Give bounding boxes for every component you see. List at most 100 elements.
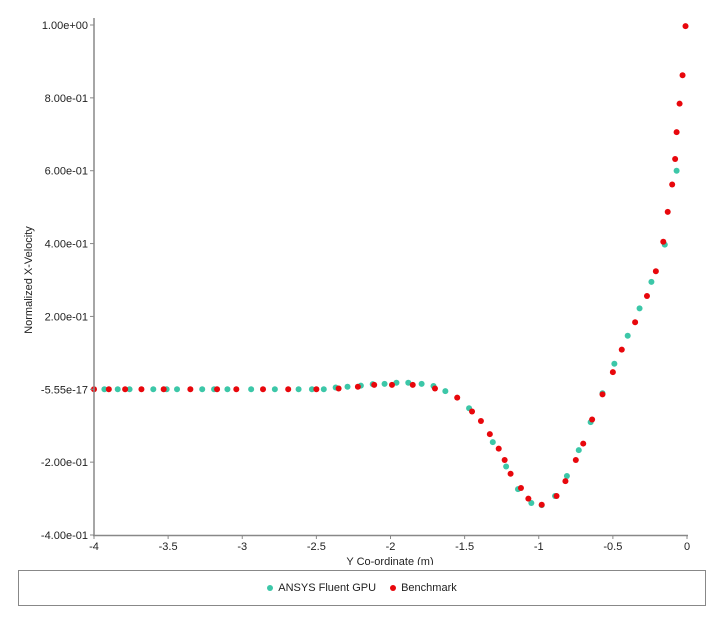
legend: ANSYS Fluent GPU Benchmark: [18, 570, 706, 606]
benchmark-point: [672, 156, 679, 163]
benchmark-point: [664, 208, 671, 215]
legend-marker-icon: [390, 585, 397, 591]
ansys-point: [575, 447, 582, 454]
x-tick-label: -4: [89, 541, 99, 553]
benchmark-point: [572, 456, 579, 463]
x-tick-label: -3: [237, 541, 247, 553]
ansys-point: [563, 472, 570, 479]
legend-item-ansys[interactable]: ANSYS Fluent GPU: [267, 582, 376, 594]
data-points: [91, 23, 689, 509]
benchmark-point: [313, 386, 320, 393]
ansys-point: [442, 388, 449, 395]
benchmark-point: [553, 493, 560, 500]
y-tick-label: -5.55e-17: [41, 384, 88, 396]
y-axis-label: Normalized X-Velocity: [23, 226, 35, 334]
ansys-point: [503, 463, 510, 470]
benchmark-point: [609, 369, 616, 376]
benchmark-point: [673, 129, 680, 136]
benchmark-point: [495, 445, 502, 452]
ansys-point: [344, 383, 351, 390]
ansys-point: [248, 386, 255, 393]
benchmark-point: [580, 440, 587, 447]
benchmark-point: [501, 456, 508, 463]
ansys-point: [101, 386, 108, 393]
benchmark-point: [105, 386, 112, 393]
benchmark-point: [335, 385, 342, 392]
x-tick-label: -2: [386, 541, 396, 553]
ansys-point: [381, 380, 388, 387]
benchmark-point: [187, 386, 194, 393]
y-tick-label: 4.00e-01: [45, 239, 88, 251]
benchmark-point: [486, 431, 493, 438]
legend-marker-icon: [267, 585, 274, 591]
benchmark-point: [354, 383, 361, 390]
benchmark-point: [525, 495, 532, 502]
ansys-point: [393, 379, 400, 386]
benchmark-point: [669, 181, 676, 188]
ansys-point: [295, 386, 302, 393]
ansys-point: [199, 386, 206, 393]
benchmark-point: [599, 391, 606, 398]
benchmark-point: [469, 408, 476, 415]
benchmark-point: [682, 23, 689, 30]
y-tick-label: -4.00e-01: [41, 530, 88, 542]
benchmark-point: [517, 485, 524, 492]
x-tick-label: -2.5: [307, 541, 326, 553]
ansys-point: [648, 278, 655, 285]
ansys-point: [405, 379, 412, 386]
benchmark-point: [643, 293, 650, 300]
benchmark-point: [214, 386, 221, 393]
ansys-point: [320, 386, 327, 393]
ansys-point: [418, 380, 425, 387]
benchmark-point: [388, 381, 395, 388]
ansys-point: [174, 386, 181, 393]
benchmark-point: [676, 100, 683, 107]
ansys-point: [611, 360, 618, 367]
legend-item-benchmark[interactable]: Benchmark: [390, 582, 457, 594]
x-tick-label: 0: [684, 541, 690, 553]
benchmark-point: [618, 346, 625, 353]
ansys-point: [528, 499, 535, 506]
x-tick-label: -3.5: [159, 541, 178, 553]
benchmark-point: [538, 501, 545, 508]
x-ticks: -4 -3.5 -3 -2.5 -2 -1.5 -1 -0.5 0: [89, 535, 690, 553]
y-tick-label: -2.00e-01: [41, 457, 88, 469]
ansys-point: [308, 386, 315, 393]
benchmark-point: [160, 386, 167, 393]
y-tick-label: 8.00e-01: [45, 93, 88, 105]
benchmark-point: [562, 478, 569, 485]
x-tick-label: -1.5: [455, 541, 474, 553]
y-tick-label: 6.00e-01: [45, 166, 88, 178]
benchmark-point: [122, 386, 129, 393]
benchmark-point: [285, 386, 292, 393]
benchmark-point: [431, 385, 438, 392]
y-tick-label: 1.00e+00: [42, 20, 88, 32]
ansys-point: [271, 386, 278, 393]
benchmark-point: [477, 417, 484, 424]
y-tick-label: 2.00e-01: [45, 311, 88, 323]
x-axis-label: Y Co-ordinate (m): [346, 556, 433, 565]
ansys-point: [636, 305, 643, 312]
legend-label: ANSYS Fluent GPU: [278, 582, 377, 594]
benchmark-point: [138, 386, 145, 393]
ansys-point: [489, 439, 496, 446]
benchmark-point: [660, 238, 667, 245]
x-tick-label: -0.5: [603, 541, 622, 553]
legend-label: Benchmark: [401, 582, 457, 594]
benchmark-point: [589, 416, 596, 423]
scatter-chart: -4 -3.5 -3 -2.5 -2 -1.5 -1 -0.5 0 -4.00e-01 -2.00…: [23, 18, 690, 565]
x-tick-label: -1: [534, 541, 544, 553]
y-ticks: -4.00e-01 -2.00e-01 -5.55e-17 2.00e-01 4.00e…: [41, 20, 94, 542]
benchmark-point: [632, 319, 639, 326]
ansys-point: [673, 167, 680, 174]
ansys-point: [624, 332, 631, 339]
benchmark-point: [454, 394, 461, 401]
benchmark-point: [652, 268, 659, 275]
benchmark-point: [233, 386, 240, 393]
benchmark-point: [371, 381, 378, 388]
ansys-point: [114, 386, 121, 393]
benchmark-point: [507, 470, 514, 477]
benchmark-point: [409, 381, 416, 388]
benchmark-point: [260, 386, 267, 393]
ansys-point: [224, 386, 231, 393]
